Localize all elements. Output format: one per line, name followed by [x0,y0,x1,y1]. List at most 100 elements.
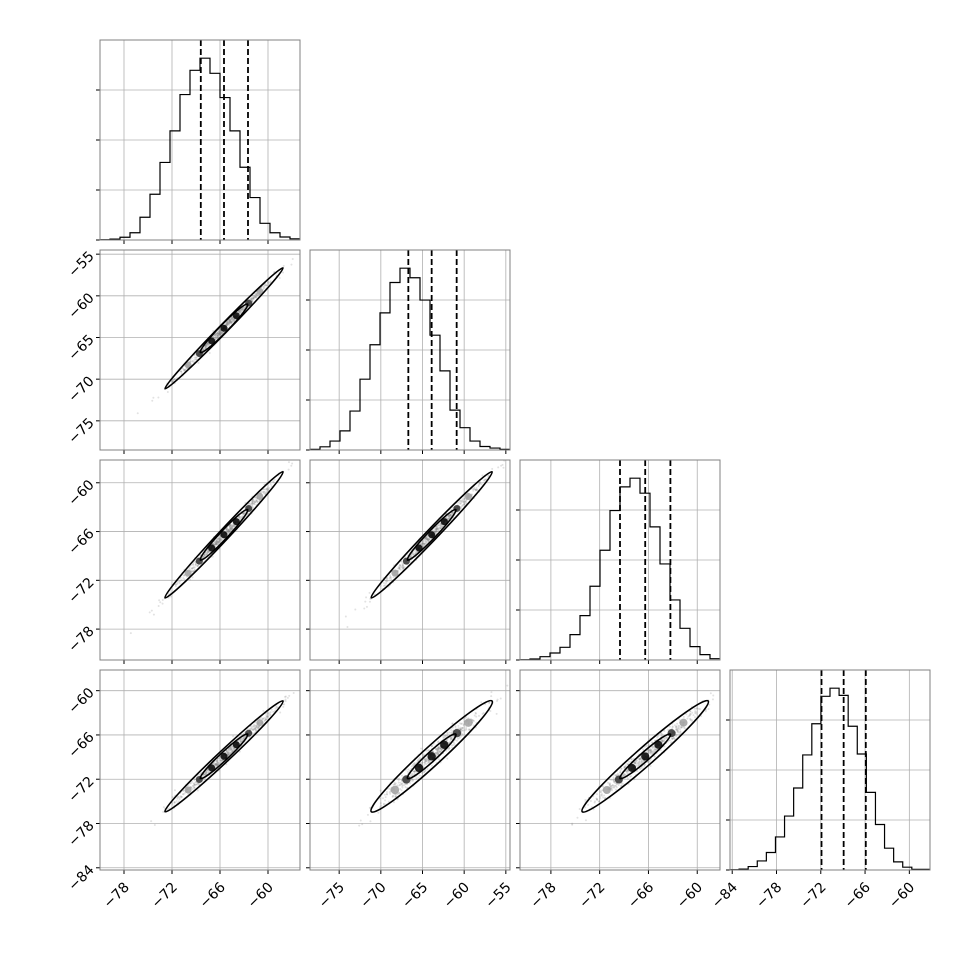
density-cell [208,544,216,552]
sample-point [678,725,681,728]
density-cell [415,544,423,552]
sample-point [429,760,432,763]
sample-point [620,767,623,770]
sample-point [446,738,449,741]
sample-point [239,518,242,521]
sample-point [225,750,228,753]
sample-point [657,735,660,738]
histogram-panel-1 [306,249,511,454]
sample-point [260,716,263,719]
sample-point [434,530,437,533]
sample-point [219,333,222,336]
sample-point [758,662,760,664]
sample-point [268,281,271,284]
sample-point [613,779,616,782]
sample-point [449,740,452,743]
sample-point [689,713,692,716]
sample-point [617,784,620,787]
sample-point [227,751,230,754]
sample-point [171,380,174,383]
sample-point [474,488,477,491]
sample-point [678,731,681,734]
sample-point [633,762,636,765]
sample-point [251,299,254,302]
sample-point [215,759,218,762]
sample-point [219,334,222,337]
sample-point [215,543,218,546]
sample-point [673,724,676,727]
sample-point [183,368,186,371]
sample-point [248,736,251,739]
sample-point [472,724,475,727]
sample-point [386,580,389,583]
sample-point [437,745,440,748]
sample-point [231,526,234,529]
sample-point [396,777,399,780]
sample-point [437,758,440,761]
sample-point [472,719,475,722]
sample-point [227,753,230,756]
sample-point [217,541,220,544]
sample-point [208,344,211,347]
x-tick-label: −72 [797,880,829,912]
sample-point [152,396,155,399]
sample-point [252,499,255,502]
sample-point [611,786,614,789]
sample-point [196,789,199,792]
sample-point [228,751,231,754]
sample-point [440,748,443,751]
sample-point [215,764,218,767]
sample-point [679,730,682,733]
sample-point [648,749,651,752]
y-tick-label: −60 [65,685,97,717]
sample-point [437,528,440,531]
sample-point [230,526,233,529]
sample-point [457,724,460,727]
sample-point [620,767,623,770]
sample-point [227,530,230,533]
sample-point [257,725,260,728]
sample-point [636,759,639,762]
sample-point [305,683,307,685]
sample-point [628,760,631,763]
sample-point [450,744,453,747]
sample-point [239,740,242,743]
sample-point [193,786,196,789]
sample-point [452,741,455,744]
sample-point [601,793,604,796]
sample-point [461,729,464,732]
sample-point [638,760,641,763]
sample-point [424,540,427,543]
sample-point [212,330,215,333]
sample-point [411,778,414,781]
sample-point [441,525,444,528]
x-tick-label: −78 [101,880,133,912]
sample-point [241,308,244,311]
sample-point [229,524,232,527]
sample-point [412,770,415,773]
sample-point [459,728,462,731]
sample-point [610,788,613,791]
contour-level [406,733,457,780]
sample-point [173,801,176,804]
sample-point [671,737,674,740]
sample-point [596,798,599,801]
sample-point [254,501,257,504]
sample-point [634,762,637,765]
density-cell [391,569,399,577]
sample-point [638,758,641,761]
sample-point [150,609,153,612]
sample-point [216,331,219,334]
sample-point [435,528,438,531]
sample-point [448,514,451,517]
sample-point [400,565,403,568]
sample-point [239,310,242,313]
sample-point [423,542,426,545]
sample-point [636,770,639,773]
sample-point [177,580,180,583]
sample-point [425,763,428,766]
sample-point [354,608,357,611]
sample-point [460,500,463,503]
sample-point [676,728,679,731]
sample-point [474,488,477,491]
